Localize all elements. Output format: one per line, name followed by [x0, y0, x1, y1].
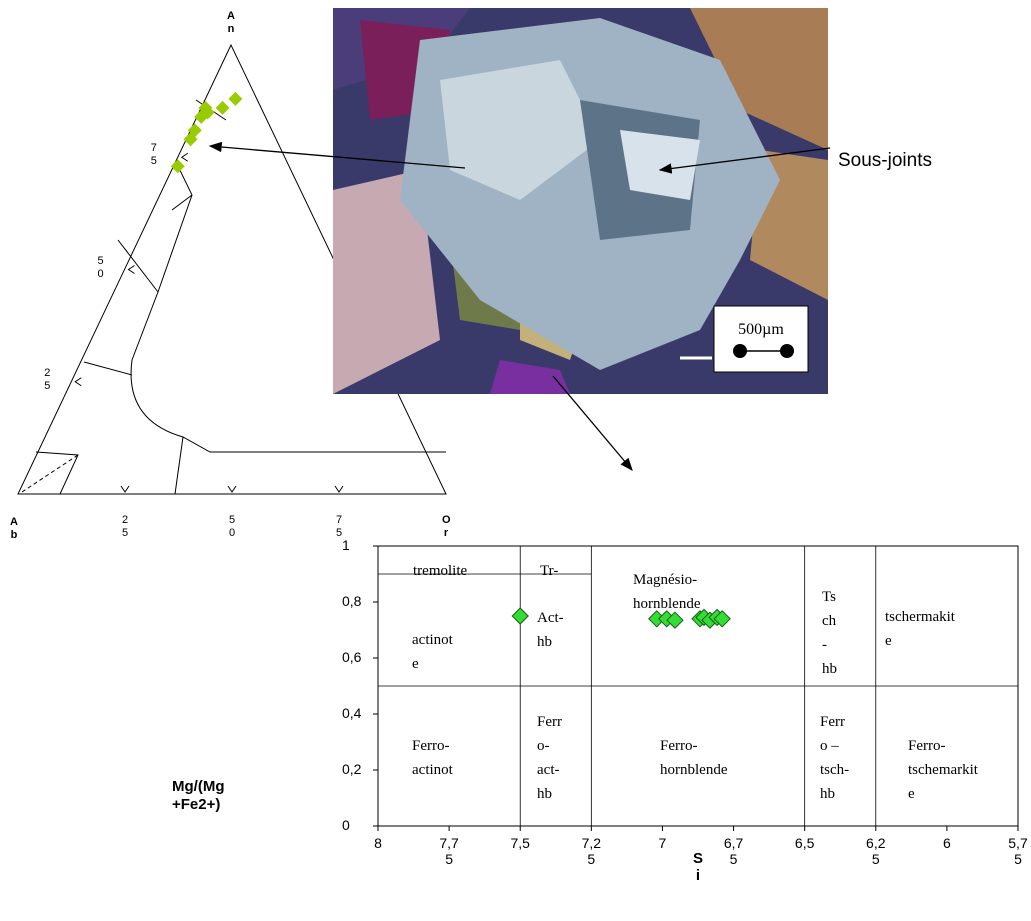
region-label: Ferro-tschemarkit e	[908, 734, 978, 806]
region-line: actinot	[412, 632, 453, 648]
x-tick-label: 6,25	[866, 835, 886, 867]
x-tick-label: 7,25	[581, 835, 602, 867]
region-line: Ferr	[537, 714, 562, 730]
region-label: Ferro-hornblende	[660, 734, 727, 782]
region-line: Tr-	[540, 563, 559, 579]
region-line: Ferro-	[908, 738, 946, 754]
region-line: e	[885, 633, 892, 649]
region-label: Tr-	[540, 559, 558, 583]
region-line: tschermakit	[885, 609, 955, 625]
x-tick-label: 7,5	[510, 835, 530, 851]
tick-mark	[127, 265, 135, 274]
y-tick-label: 0,6	[342, 649, 362, 665]
vertex-label: Or	[442, 514, 451, 539]
point	[511, 607, 529, 625]
tick-mark	[227, 485, 237, 493]
x-tick-label: 7	[658, 835, 667, 851]
an-tick-label: 75	[150, 142, 157, 168]
region-line: o-	[537, 738, 550, 754]
region-line: Ferr	[820, 714, 845, 730]
region-label: tremolite	[413, 559, 467, 583]
region-line: e	[412, 656, 419, 672]
point	[215, 100, 230, 115]
or-tick-label: 75	[335, 514, 343, 539]
arrows	[208, 141, 831, 471]
or-tick-label: 50	[228, 514, 236, 539]
region-label: tschermakit e	[885, 605, 955, 653]
an-tick-label: 50	[97, 254, 104, 280]
tick-mark	[74, 377, 82, 387]
region-line: Ferro-	[660, 738, 698, 754]
y-tick-label: 0,4	[342, 705, 362, 721]
region-label: Ts ch - hb	[822, 585, 837, 681]
y-tick-label: 0	[342, 817, 350, 833]
point	[187, 123, 202, 138]
region-label: Act-hb	[537, 606, 564, 654]
tick-mark	[120, 485, 130, 493]
region-line: ch	[822, 613, 837, 629]
y-tick-label: 0,2	[342, 761, 362, 777]
x-tick-label: 6	[942, 835, 951, 851]
region-line: tschemarkit	[908, 762, 978, 778]
point	[713, 610, 731, 628]
region-line: Ts	[822, 589, 836, 605]
region-line: hb	[820, 786, 835, 802]
x-tick-label: 8	[374, 835, 382, 851]
region-line: Act-	[537, 610, 564, 626]
point	[198, 100, 213, 115]
region-line: act-	[537, 762, 560, 778]
region-line: Magnésio-	[633, 572, 698, 588]
x-tick-label: 7,75	[439, 835, 459, 867]
region-line: -	[822, 637, 827, 653]
region-label: actinot e	[412, 628, 453, 676]
x-tick-label: 6,5	[794, 835, 815, 851]
point	[228, 91, 243, 106]
region-label: Ferr o-act-hb	[537, 710, 562, 806]
region-line: actinot	[412, 762, 453, 778]
x-tick-label: 5,75	[1008, 835, 1028, 867]
y-axis-label: Mg/(Mg +Fe2+)	[172, 778, 225, 813]
vertex-label: An	[227, 10, 235, 35]
point	[666, 611, 684, 629]
region-line: hb	[537, 786, 552, 802]
region-line: hornblende	[660, 762, 728, 778]
region-line: hornblende	[633, 596, 701, 612]
an-tick-label: 25	[44, 366, 51, 392]
region-label: Ferr o – tsch-hb	[820, 710, 849, 806]
region-line: tremolite	[413, 563, 468, 579]
region-line: hb	[822, 661, 837, 677]
point	[170, 159, 185, 174]
region-label: Ferro-actinot	[412, 734, 453, 782]
tick-mark	[180, 152, 189, 162]
region-line: e	[908, 786, 915, 802]
region-line: o –	[820, 738, 839, 754]
region-label: Magnésio-hornblende	[633, 568, 700, 616]
region-line: Ferro-	[412, 738, 450, 754]
micrograph: 500µm	[333, 8, 828, 394]
region-line: hb	[537, 634, 552, 650]
y-tick-label: 1	[342, 537, 350, 553]
x-tick-label: 6,75	[723, 835, 744, 867]
or-tick-label: 25	[121, 514, 129, 539]
y-tick-label: 0,8	[342, 593, 362, 609]
vertex-label: Ab	[10, 516, 18, 541]
x-axis-label: Si	[692, 850, 703, 884]
region-line: tsch-	[820, 762, 850, 778]
tick-mark	[334, 485, 344, 493]
scale-bar-label: 500µm	[738, 321, 784, 338]
annotation: Sous-joints	[838, 150, 932, 171]
